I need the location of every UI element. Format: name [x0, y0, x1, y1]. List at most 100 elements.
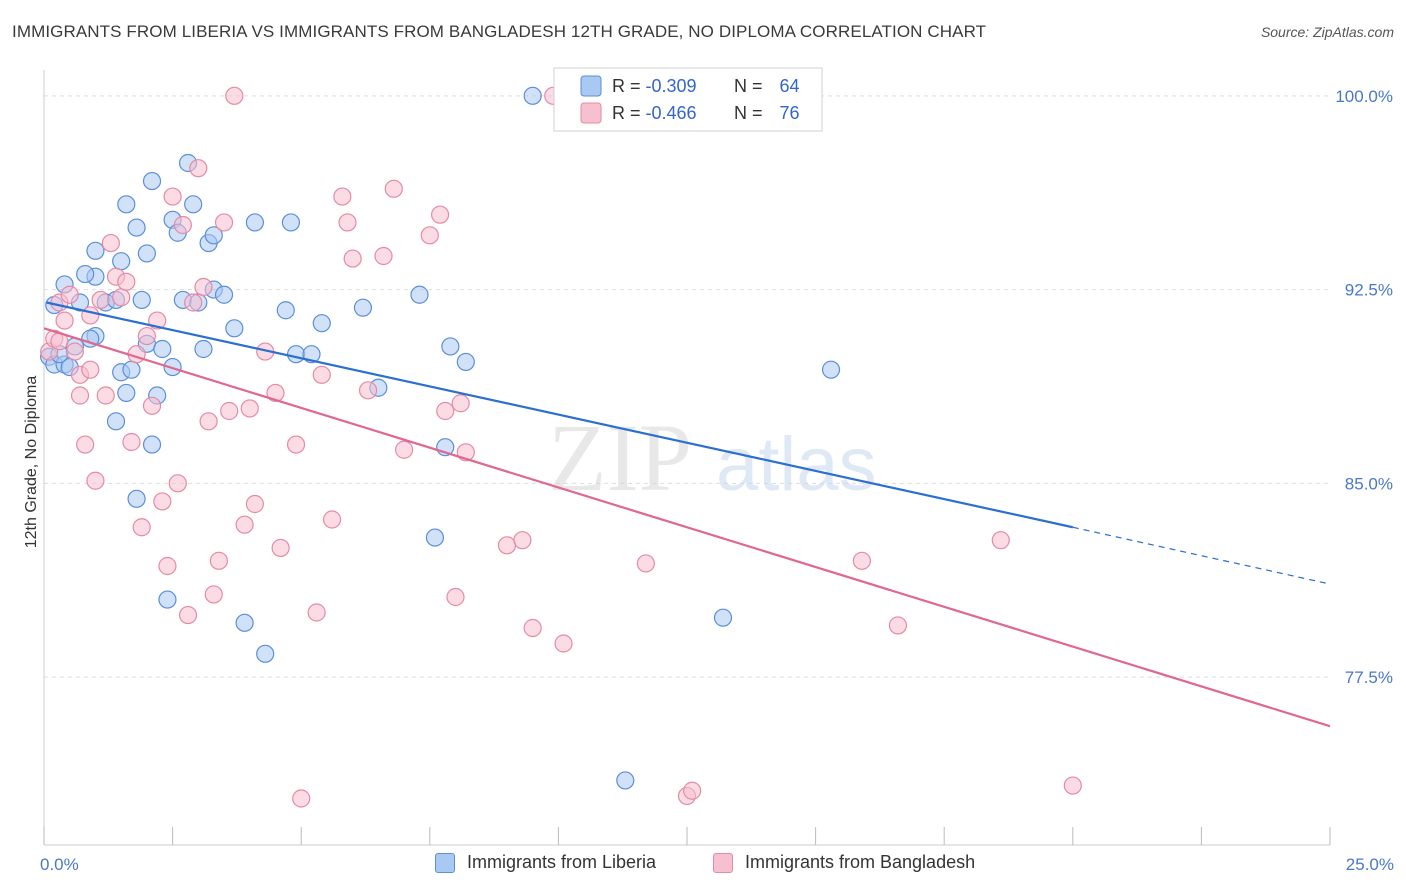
bangladesh-point: [199, 412, 218, 431]
y-tick-label: 85.0%: [1345, 474, 1393, 493]
watermark-atlas: atlas: [716, 422, 877, 507]
liberia-point: [425, 528, 445, 547]
bangladesh-point: [322, 510, 342, 529]
x-ticks: [43, 827, 1331, 845]
bangladesh-point: [333, 187, 352, 206]
bangladesh-point: [286, 435, 306, 454]
bangladesh-point: [189, 159, 208, 178]
y-tick-labels: 100.0% 92.5% 85.0% 77.5%: [1335, 87, 1393, 687]
bangladesh-point: [451, 394, 470, 413]
liberia-point: [142, 171, 162, 191]
bangladesh-point: [158, 556, 177, 576]
bangladesh-point: [60, 285, 79, 304]
bangladesh-point: [132, 518, 151, 537]
bangladesh-point: [142, 396, 162, 415]
bangladesh-point: [430, 205, 450, 224]
trend-lines: [43, 301, 1331, 728]
bangladesh-point: [292, 789, 311, 808]
bangladesh-point: [420, 226, 439, 245]
legend-swatch-bangladesh: [713, 852, 733, 873]
trend-line-liberia-extension: [1072, 526, 1331, 585]
bangladesh-point: [266, 383, 285, 403]
bangladesh-point: [358, 381, 378, 400]
y-axis-title: 12th Grade, No Diploma: [23, 376, 40, 549]
legend-item-bangladesh: Immigrants from Bangladesh: [713, 852, 975, 873]
legend-r-value: -0.309: [646, 76, 697, 96]
liberia-point: [127, 218, 146, 237]
liberia-point: [286, 345, 306, 364]
bangladesh-point: [178, 605, 198, 625]
bangladesh-point: [204, 585, 223, 604]
bangladesh-point: [513, 531, 532, 550]
source-label: Source: ZipAtlas.com: [1260, 24, 1394, 40]
legend-label-bangladesh: Immigrants from Bangladesh: [745, 852, 976, 872]
bangladesh-point: [554, 634, 573, 653]
bangladesh-point: [245, 494, 265, 514]
bangladesh-point: [214, 213, 234, 232]
y-tick-label: 92.5%: [1345, 281, 1393, 300]
bangladesh-point: [852, 551, 871, 570]
bangladesh-point: [91, 290, 110, 310]
liberia-point: [281, 213, 301, 232]
bangladesh-point: [338, 213, 357, 232]
y-tick-label: 77.5%: [1345, 668, 1393, 687]
liberia-point: [245, 213, 265, 232]
bangladesh-point: [497, 536, 517, 555]
bangladesh-point: [1063, 776, 1082, 795]
liberia-point: [127, 489, 146, 508]
svg-text:R = -0.309: R = -0.309: [612, 76, 697, 96]
watermark-zip: ZIP: [548, 404, 692, 511]
liberia-point: [142, 435, 162, 454]
legend-n-value: 76: [780, 103, 800, 123]
stats-legend: R = -0.309 N = 64 R = -0.466 N = 76: [553, 67, 823, 132]
svg-text:N = 64: N = 64: [734, 76, 800, 96]
liberia-point: [410, 285, 429, 304]
liberia-point: [184, 195, 203, 214]
bangladesh-point: [194, 277, 213, 297]
svg-text:N = 76: N = 76: [734, 103, 800, 123]
watermark: ZIP atlas: [548, 404, 877, 511]
x-tick-label: 25.0%: [1346, 855, 1394, 874]
x-tick-label: 0.0%: [40, 855, 79, 874]
liberia-point: [76, 264, 95, 284]
liberia-point: [353, 298, 373, 317]
liberia-point: [153, 339, 172, 359]
bangladesh-point: [394, 440, 414, 459]
chart-title: IMMIGRANTS FROM LIBERIA VS IMMIGRANTS FR…: [12, 22, 987, 41]
liberia-point: [456, 352, 475, 372]
bangladesh-point: [523, 618, 542, 638]
liberia-point: [132, 290, 151, 310]
legend-swatch-bangladesh: [580, 102, 602, 124]
liberia-point: [225, 319, 244, 338]
bangladesh-point: [76, 435, 95, 454]
bangladesh-point: [436, 401, 455, 421]
bangladesh-point: [312, 365, 331, 384]
bangladesh-point: [81, 306, 100, 325]
bangladesh-point: [307, 603, 326, 622]
liberia-point: [106, 412, 126, 431]
liberia-point: [204, 226, 223, 245]
legend-label-liberia: Immigrants from Liberia: [467, 852, 657, 872]
legend-swatch-liberia: [580, 75, 602, 97]
liberia-point: [86, 241, 105, 260]
svg-text:R = -0.466: R = -0.466: [612, 103, 697, 123]
legend-r-value: -0.466: [646, 103, 697, 123]
bangladesh-point: [225, 86, 244, 105]
legend-item-liberia: Immigrants from Liberia: [435, 852, 656, 873]
x-tick-labels: 0.0% 25.0%: [40, 855, 1394, 874]
trend-line-bangladesh: [43, 327, 1331, 728]
bangladesh-point: [153, 492, 172, 511]
legend-swatch-liberia: [435, 852, 455, 873]
bangladesh-point: [240, 399, 259, 418]
y-tick-label: 100.0%: [1335, 87, 1393, 106]
liberia-point: [158, 590, 177, 609]
gridlines: [44, 95, 1330, 678]
trend-line-liberia: [46, 301, 1074, 529]
legend-n-label: N =: [734, 76, 768, 96]
bangladesh-point: [374, 246, 393, 266]
bangladesh-point: [184, 293, 203, 312]
bangladesh-point: [96, 386, 115, 405]
liberia-point: [117, 195, 136, 214]
bangladesh-point: [55, 311, 74, 330]
